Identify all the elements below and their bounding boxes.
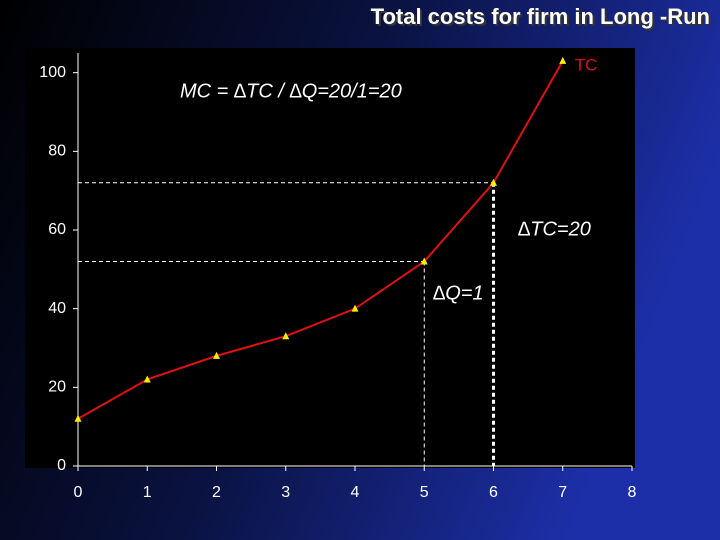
marker xyxy=(559,56,567,64)
marker xyxy=(420,257,428,265)
y-tick-label: 0 xyxy=(57,457,66,474)
marker xyxy=(490,178,497,186)
annotation: ∆TC=20 xyxy=(518,218,591,240)
x-tick-label: 5 xyxy=(420,484,429,501)
marker xyxy=(213,351,220,359)
marker xyxy=(143,375,151,383)
y-tick-label: 100 xyxy=(39,64,66,81)
x-tick-label: 4 xyxy=(351,484,360,501)
marker xyxy=(74,414,82,422)
x-tick-label: 1 xyxy=(143,484,152,501)
marker xyxy=(282,332,290,340)
annotation: MC = ∆TC / ∆Q=20/1=20 xyxy=(180,80,402,102)
series-line xyxy=(77,60,564,420)
x-tick-label: 0 xyxy=(74,484,83,501)
x-tick-label: 2 xyxy=(212,484,221,501)
x-tick-label: 6 xyxy=(489,484,498,501)
y-tick-label: 80 xyxy=(48,143,66,160)
marker xyxy=(351,304,359,312)
title-shadow: Total costs for firm in Long -Run xyxy=(373,6,712,31)
plot-area xyxy=(25,48,635,468)
y-tick-label: 40 xyxy=(48,300,66,317)
x-tick-label: 8 xyxy=(628,484,637,501)
x-tick-label: 7 xyxy=(558,484,567,501)
series-label: TC xyxy=(575,55,598,74)
y-tick-label: 20 xyxy=(48,379,66,396)
chart-title: Total costs for firm in Long -Run xyxy=(371,4,710,29)
annotation: ∆Q=1 xyxy=(433,282,484,304)
x-tick-label: 3 xyxy=(281,484,290,501)
y-tick-label: 60 xyxy=(48,221,66,238)
